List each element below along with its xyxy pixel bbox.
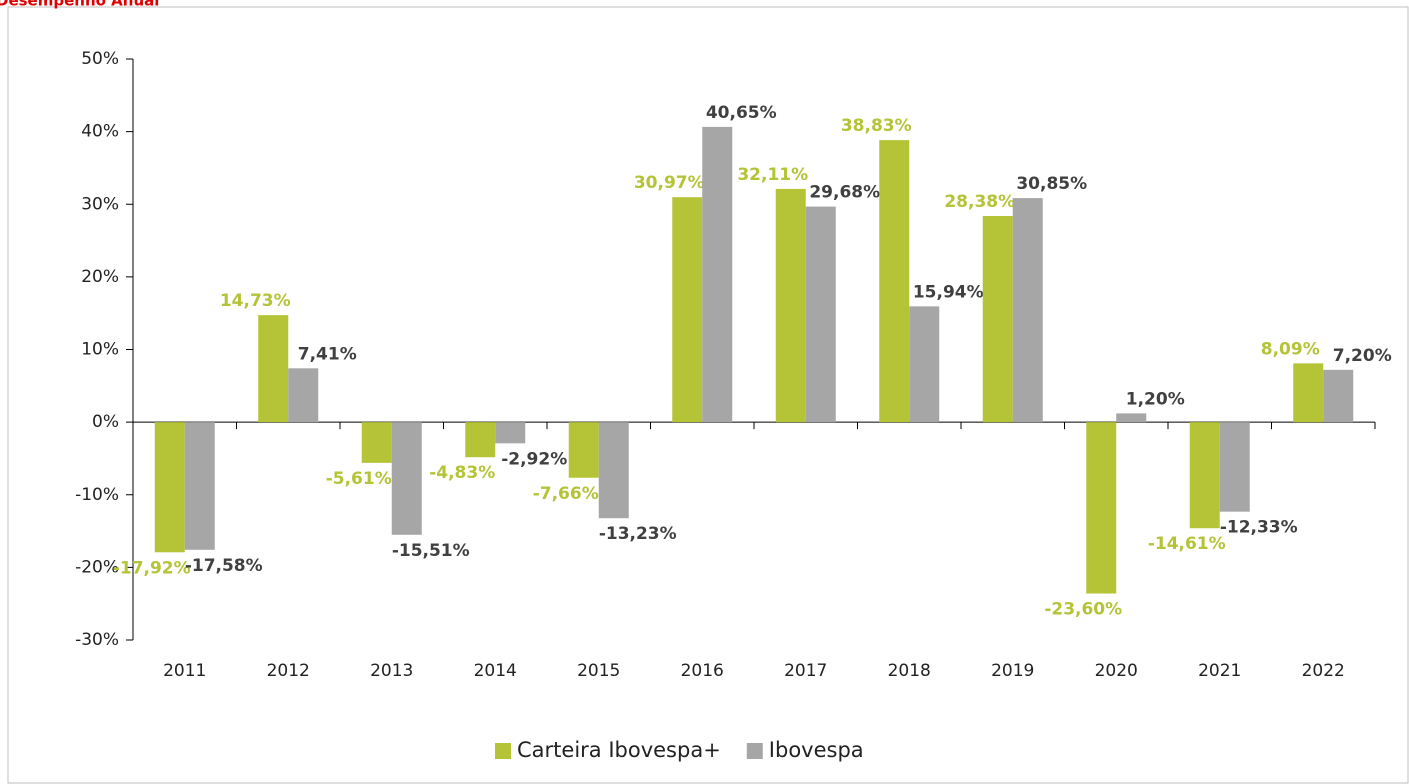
value-label: -4,83% [429, 463, 495, 483]
bar [672, 197, 703, 423]
value-label: 30,85% [1016, 174, 1087, 194]
value-label: 8,09% [1261, 339, 1320, 359]
bar [1116, 413, 1147, 423]
value-label: 14,73% [220, 291, 291, 311]
bar [805, 206, 836, 423]
x-tick-label: 2019 [991, 661, 1034, 681]
bar [568, 422, 599, 478]
y-tick-label: 30% [81, 194, 119, 214]
bar [154, 422, 185, 553]
legend-swatch [495, 743, 511, 759]
x-tick-label: 2015 [577, 661, 620, 681]
bar [775, 188, 806, 423]
x-tick-label: 2022 [1302, 661, 1345, 681]
bar [1219, 422, 1250, 512]
bar [391, 422, 422, 535]
value-label: -17,92% [113, 558, 191, 578]
y-tick-label: 40% [81, 122, 119, 142]
value-label: 38,83% [841, 116, 912, 136]
y-tick-label: -20% [75, 557, 119, 577]
bar [1293, 363, 1324, 423]
value-label: -7,66% [533, 484, 599, 504]
value-label: 32,11% [737, 165, 808, 185]
bar [702, 126, 733, 423]
value-label: 1,20% [1126, 389, 1185, 409]
value-label: 28,38% [944, 192, 1015, 212]
x-tick-label: 2018 [888, 661, 931, 681]
value-label: -17,58% [185, 556, 263, 576]
bar [1189, 422, 1220, 529]
y-tick-label: 20% [81, 267, 119, 287]
value-label: -2,92% [501, 449, 567, 469]
bar [909, 306, 940, 423]
value-label: -14,61% [1148, 534, 1226, 554]
bar [361, 422, 392, 463]
bar [598, 422, 629, 519]
legend-label: Ibovespa [769, 738, 864, 762]
bar [465, 422, 496, 458]
value-label: 40,65% [706, 103, 777, 123]
bar [258, 315, 289, 423]
bar [879, 140, 910, 423]
value-label: -5,61% [326, 469, 392, 489]
bar [982, 216, 1013, 423]
x-tick-label: 2013 [370, 661, 413, 681]
y-tick-label: 0% [92, 412, 119, 432]
legend-label: Carteira Ibovespa+ [517, 738, 721, 762]
bar [1323, 369, 1354, 423]
bar [1012, 198, 1043, 423]
bar [184, 422, 215, 550]
x-tick-label: 2011 [163, 661, 206, 681]
x-tick-label: 2014 [474, 661, 517, 681]
x-tick-label: 2016 [681, 661, 724, 681]
x-tick-label: 2020 [1095, 661, 1138, 681]
value-label: 29,68% [809, 183, 880, 203]
y-tick-label: -30% [75, 630, 119, 650]
x-tick-label: 2012 [267, 661, 310, 681]
value-label: 7,20% [1333, 346, 1392, 366]
value-label: 30,97% [634, 173, 705, 193]
bar [1086, 422, 1117, 594]
x-tick-label: 2021 [1198, 661, 1241, 681]
y-tick-label: 10% [81, 340, 119, 360]
chart-title: Desempenho Anual [0, 0, 159, 10]
bar [495, 422, 526, 444]
x-tick-label: 2017 [784, 661, 827, 681]
value-label: 15,94% [913, 282, 984, 302]
y-tick-label: 50% [81, 49, 119, 69]
bar [288, 368, 319, 423]
value-label: -15,51% [392, 541, 470, 561]
y-tick-label: -10% [75, 485, 119, 505]
value-label: -23,60% [1044, 600, 1122, 620]
legend-swatch [746, 743, 763, 759]
value-label: -12,33% [1220, 518, 1298, 538]
value-label: 7,41% [298, 344, 357, 364]
value-label: -13,23% [599, 524, 677, 544]
